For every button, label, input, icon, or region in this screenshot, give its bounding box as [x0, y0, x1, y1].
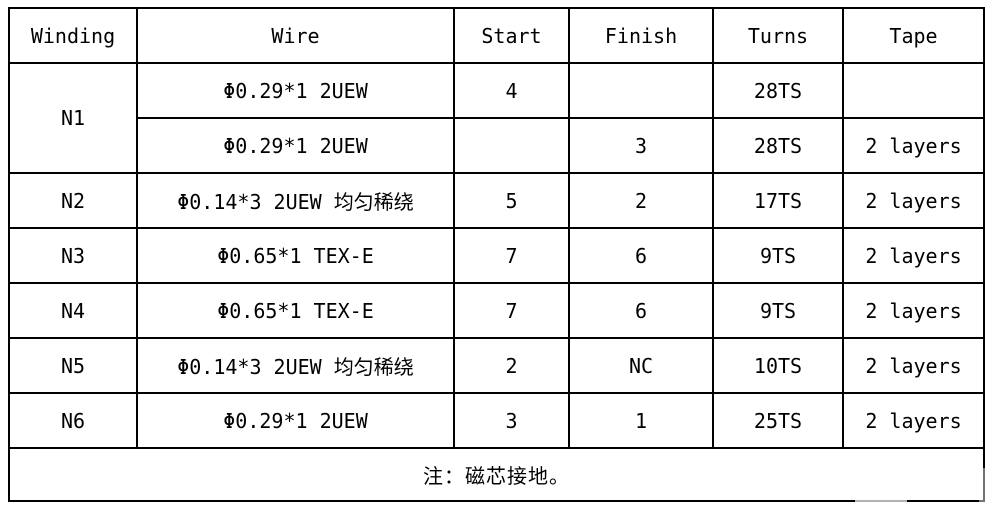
cell-tape: 2 layers	[842, 337, 985, 394]
cell-finish	[568, 62, 714, 119]
cell-winding: N4	[8, 282, 138, 339]
cell-wire: Φ0.65*1 TEX-E	[136, 227, 455, 284]
table-row-n4: N4 Φ0.65*1 TEX-E 7 6 9TS 2 layers	[8, 282, 985, 339]
table-row-n1a: N1 Φ0.29*1 2UEW 4 28TS	[8, 62, 985, 174]
table-note-row: 注：磁芯接地。	[8, 447, 985, 502]
cell-wire: Φ0.29*1 2UEW	[136, 392, 455, 449]
winding-spec-table: Winding Wire Start Finish Turns Tape N1 …	[8, 7, 985, 502]
header-winding: Winding	[8, 7, 138, 64]
header-tape: Tape	[842, 7, 985, 64]
cell-wire: Φ0.14*3 2UEW 均匀稀绕	[136, 337, 455, 394]
cell-finish: 6	[568, 282, 714, 339]
cell-turns: 17TS	[712, 172, 844, 229]
cell-turns: 9TS	[712, 282, 844, 339]
cell-turns: 25TS	[712, 392, 844, 449]
cell-start: 7	[453, 282, 570, 339]
table-row-n6: N6 Φ0.29*1 2UEW 3 1 25TS 2 layers	[8, 392, 985, 449]
cell-start: 2	[453, 337, 570, 394]
cell-wire: Φ0.14*3 2UEW 均匀稀绕	[136, 172, 455, 229]
cell-tape: 2 layers	[842, 227, 985, 284]
cell-start: 3	[453, 392, 570, 449]
cell-finish: NC	[568, 337, 714, 394]
cell-winding: N1	[8, 62, 138, 174]
table-row-n3: N3 Φ0.65*1 TEX-E 7 6 9TS 2 layers	[8, 227, 985, 284]
cell-wire: Φ0.29*1 2UEW	[136, 62, 455, 119]
cell-wire: Φ0.29*1 2UEW	[136, 117, 455, 174]
cell-start: 5	[453, 172, 570, 229]
cell-turns: 10TS	[712, 337, 844, 394]
header-finish: Finish	[568, 7, 714, 64]
header-wire: Wire	[136, 7, 455, 64]
table-header-row: Winding Wire Start Finish Turns Tape	[8, 7, 985, 64]
table-row-n2: N2 Φ0.14*3 2UEW 均匀稀绕 5 2 17TS 2 layers	[8, 172, 985, 229]
cell-winding: N6	[8, 392, 138, 449]
header-turns: Turns	[712, 7, 844, 64]
cell-start	[453, 117, 570, 174]
cell-finish: 2	[568, 172, 714, 229]
cell-tape: 2 layers	[842, 282, 985, 339]
cell-winding: N5	[8, 337, 138, 394]
cell-tape: 2 layers	[842, 117, 985, 174]
cell-wire: Φ0.65*1 TEX-E	[136, 282, 455, 339]
table-row-n5: N5 Φ0.14*3 2UEW 均匀稀绕 2 NC 10TS 2 layers	[8, 337, 985, 394]
cell-finish: 6	[568, 227, 714, 284]
cell-start: 7	[453, 227, 570, 284]
cell-turns: 28TS	[712, 62, 844, 119]
cell-turns: 9TS	[712, 227, 844, 284]
spec-table: Winding Wire Start Finish Turns Tape N1 …	[8, 7, 985, 502]
cell-winding: N3	[8, 227, 138, 284]
cell-tape	[842, 62, 985, 119]
cell-finish: 1	[568, 392, 714, 449]
cell-winding: N2	[8, 172, 138, 229]
cell-tape: 2 layers	[842, 172, 985, 229]
cell-start: 4	[453, 62, 570, 119]
cell-finish: 3	[568, 117, 714, 174]
note-text: 注：磁芯接地。	[8, 447, 985, 502]
table-row-n1b: Φ0.29*1 2UEW 3 28TS 2 layers	[9, 117, 985, 174]
header-start: Start	[453, 7, 570, 64]
cell-turns: 28TS	[712, 117, 844, 174]
cell-tape: 2 layers	[842, 392, 985, 449]
